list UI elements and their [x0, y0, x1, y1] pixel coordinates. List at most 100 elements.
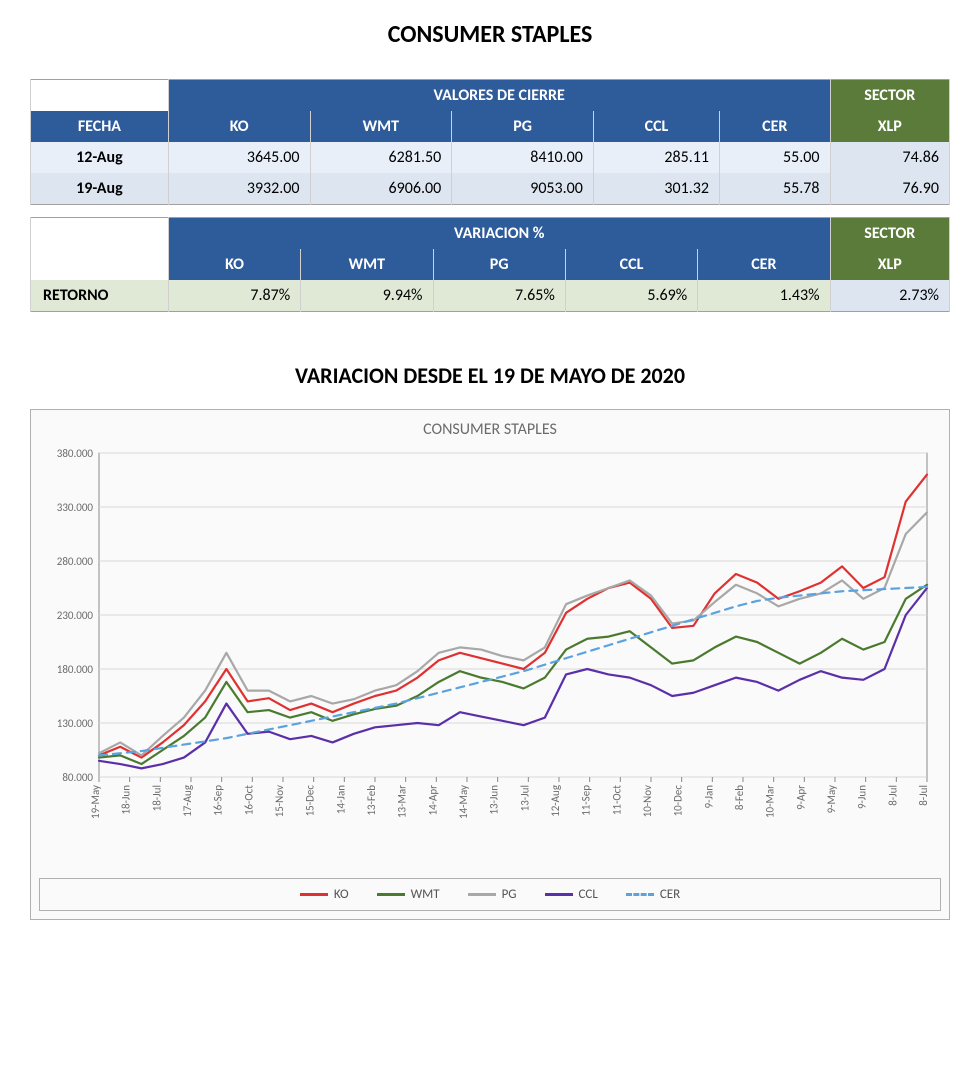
col-xlp: XLP [830, 111, 949, 142]
svg-text:14-Apr: 14-Apr [426, 785, 439, 816]
retorno-label: RETORNO [31, 280, 169, 312]
svg-text:13-Jun: 13-Jun [488, 785, 501, 815]
chart-container: CONSUMER STAPLES 80.000130.000180.000230… [30, 409, 950, 920]
svg-text:9-Apr: 9-Apr [794, 785, 807, 810]
col-ccl: CCL [593, 111, 719, 142]
col-xlp: XLP [830, 249, 949, 280]
svg-text:10-Dec: 10-Dec [672, 785, 685, 817]
sector-header: SECTOR [830, 80, 949, 112]
val-cell: 3932.00 [168, 173, 310, 205]
svg-text:9-Jan: 9-Jan [702, 785, 715, 809]
svg-text:8-Jul: 8-Jul [917, 785, 930, 806]
legend-item: CCL [545, 887, 598, 902]
col-pg: PG [433, 249, 565, 280]
val-cell: 301.32 [593, 173, 719, 205]
sector-cell: 76.90 [830, 173, 949, 205]
sector-header: SECTOR [830, 218, 949, 250]
variation-header: VARIACION % [168, 218, 830, 250]
page-title: CONSUMER STAPLES [30, 20, 950, 49]
variation-table: VARIACION % SECTOR KO WMT PG CCL CER XLP… [30, 217, 950, 312]
date-cell: 19-Aug [31, 173, 169, 205]
svg-text:15-Dec: 15-Dec [304, 785, 317, 817]
fecha-header: FECHA [31, 111, 169, 142]
val-cell: 55.00 [720, 142, 831, 173]
svg-text:14-Jan: 14-Jan [334, 785, 347, 814]
svg-text:13-Mar: 13-Mar [396, 785, 409, 818]
table-row: 19-Aug 3932.00 6906.00 9053.00 301.32 55… [31, 173, 950, 205]
col-wmt: WMT [310, 111, 452, 142]
svg-text:10-Nov: 10-Nov [641, 785, 654, 817]
svg-text:12-Aug: 12-Aug [549, 785, 562, 817]
legend-swatch [545, 893, 573, 896]
val-cell: 6281.50 [310, 142, 452, 173]
variation-table-wrap: VARIACION % SECTOR KO WMT PG CCL CER XLP… [30, 217, 950, 312]
legend-label: CER [660, 887, 680, 902]
legend-swatch [468, 893, 496, 896]
val-cell: 6906.00 [310, 173, 452, 205]
svg-text:280.000: 280.000 [57, 555, 94, 568]
closing-values-table-wrap: VALORES DE CIERRE SECTOR FECHA KO WMT PG… [30, 79, 950, 205]
legend-swatch [377, 893, 405, 896]
svg-text:80.000: 80.000 [62, 771, 93, 784]
col-ko: KO [168, 111, 310, 142]
svg-text:11-Sep: 11-Sep [580, 785, 593, 816]
values-header: VALORES DE CIERRE [168, 80, 830, 112]
svg-text:19-May: 19-May [89, 785, 102, 819]
col-cer: CER [720, 111, 831, 142]
svg-text:8-Jul: 8-Jul [886, 785, 899, 806]
line-chart: 80.000130.000180.000230.000280.000330.00… [39, 447, 939, 867]
col-ko: KO [168, 249, 300, 280]
col-pg: PG [452, 111, 594, 142]
val-cell: 55.78 [720, 173, 831, 205]
sector-cell: 74.86 [830, 142, 949, 173]
svg-text:380.000: 380.000 [57, 447, 94, 460]
table-row: 12-Aug 3645.00 6281.50 8410.00 285.11 55… [31, 142, 950, 173]
svg-text:14-May: 14-May [457, 785, 470, 819]
svg-text:8-Feb: 8-Feb [733, 785, 746, 810]
legend-item: WMT [377, 887, 440, 902]
val-cell: 9053.00 [452, 173, 594, 205]
col-cer: CER [698, 249, 830, 280]
svg-text:13-Feb: 13-Feb [365, 785, 378, 816]
legend-label: PG [502, 887, 517, 902]
legend-label: WMT [411, 887, 440, 902]
chart-title: CONSUMER STAPLES [39, 420, 941, 439]
legend-item: CER [626, 887, 680, 902]
chart-canvas: 80.000130.000180.000230.000280.000330.00… [39, 447, 941, 872]
legend-label: CCL [579, 887, 598, 902]
svg-text:180.000: 180.000 [57, 663, 94, 676]
svg-text:16-Sep: 16-Sep [212, 785, 225, 816]
val-cell: 3645.00 [168, 142, 310, 173]
val-cell: 285.11 [593, 142, 719, 173]
svg-text:9-Jun: 9-Jun [856, 785, 869, 809]
table-row: RETORNO 7.87% 9.94% 7.65% 5.69% 1.43% 2.… [31, 280, 950, 312]
svg-text:11-Oct: 11-Oct [610, 785, 623, 815]
blank-cell [31, 249, 169, 280]
col-wmt: WMT [301, 249, 433, 280]
val-cell: 7.65% [433, 280, 565, 312]
svg-text:10-Mar: 10-Mar [764, 785, 777, 818]
col-ccl: CCL [565, 249, 697, 280]
legend-item: PG [468, 887, 517, 902]
svg-text:16-Oct: 16-Oct [242, 785, 255, 815]
svg-text:9-May: 9-May [825, 785, 838, 813]
chart-section-title: VARIACION DESDE EL 19 DE MAYO DE 2020 [30, 362, 950, 389]
date-cell: 12-Aug [31, 142, 169, 173]
val-cell: 8410.00 [452, 142, 594, 173]
legend-item: KO [300, 887, 349, 902]
svg-text:15-Nov: 15-Nov [273, 785, 286, 817]
closing-values-table: VALORES DE CIERRE SECTOR FECHA KO WMT PG… [30, 79, 950, 205]
svg-text:330.000: 330.000 [57, 501, 94, 514]
svg-text:18-Jun: 18-Jun [120, 785, 133, 815]
svg-text:13-Jul: 13-Jul [518, 785, 531, 811]
svg-text:130.000: 130.000 [57, 717, 94, 730]
val-cell: 5.69% [565, 280, 697, 312]
val-cell: 9.94% [301, 280, 433, 312]
val-cell: 7.87% [168, 280, 300, 312]
val-cell: 1.43% [698, 280, 830, 312]
legend-swatch [626, 893, 654, 896]
chart-legend: KO WMT PG CCL CER [39, 878, 941, 911]
blank-cell [31, 80, 169, 112]
sector-cell: 2.73% [830, 280, 949, 312]
blank-cell [31, 218, 169, 250]
